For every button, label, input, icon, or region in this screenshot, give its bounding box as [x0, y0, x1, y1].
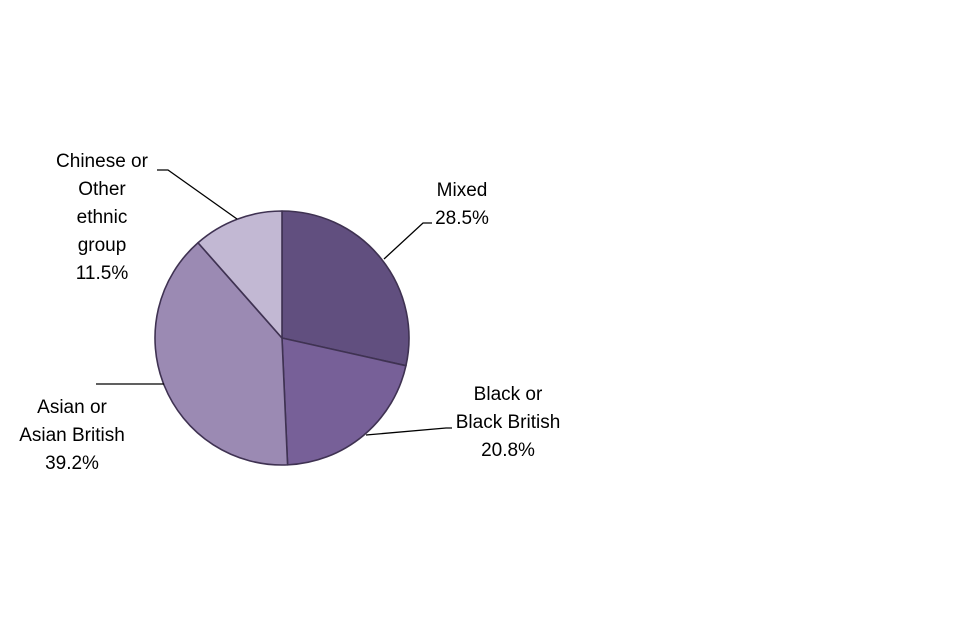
data-label-asian-or-asian-british: Asian or Asian British 39.2% — [19, 397, 125, 474]
data-label-line: Black or — [474, 384, 543, 405]
data-label-line: Asian or — [37, 397, 107, 418]
pie-slice-chinese-or-other-ethnic-group — [197, 210, 283, 339]
data-label-line: Black British — [456, 412, 561, 433]
pie-slice-black-or-black-british — [281, 337, 407, 466]
data-label-line: 11.5% — [76, 263, 129, 284]
data-label-line: Other — [78, 179, 126, 200]
data-label-line: group — [78, 235, 127, 256]
data-label-line: ethnic — [77, 207, 128, 228]
data-label-line: Asian British — [19, 425, 125, 446]
data-label-mixed: Mixed 28.5% — [435, 180, 489, 229]
data-label-line: 39.2% — [45, 453, 99, 474]
leader-line-mixed — [383, 222, 432, 260]
data-label-line: 20.8% — [481, 440, 535, 461]
data-label-line: Mixed — [437, 180, 488, 201]
pie-slice-mixed — [281, 210, 410, 367]
data-label-black-or-black-british: Black or Black British 20.8% — [456, 384, 561, 461]
data-label-chinese-or-other-ethnic-group: Chinese or Other ethnic group 11.5% — [56, 151, 149, 284]
leader-line-black-or-black-british — [365, 427, 452, 436]
data-label-line: 28.5% — [435, 208, 489, 229]
leader-line-chinese-or-other-ethnic-group — [157, 169, 238, 220]
pie-slice-asian-or-asian-british — [154, 241, 289, 466]
data-label-line: Chinese or — [56, 151, 149, 172]
